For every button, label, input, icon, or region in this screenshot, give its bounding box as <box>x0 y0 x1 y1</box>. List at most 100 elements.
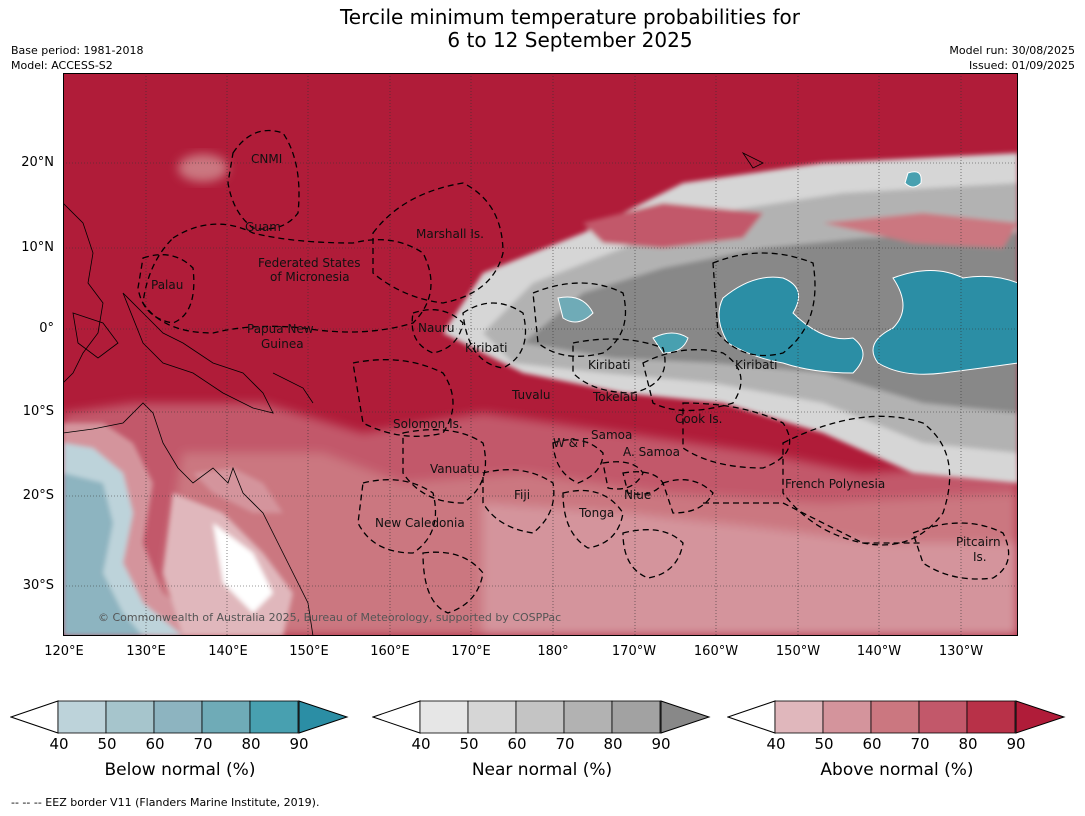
eez-borders <box>137 129 1010 614</box>
colorbar-near-label: Near normal (%) <box>471 760 613 780</box>
map-svg: CNMI Guam Marshall Is. Federated States … <box>63 73 1018 636</box>
label-pitcairn-2: Is. <box>973 550 987 564</box>
label-tonga: Tonga <box>578 506 614 520</box>
label-solomon: Solomon Is. <box>393 417 463 431</box>
colorbar-above-label: Above normal (%) <box>820 760 974 780</box>
colorbar-below-label: Below normal (%) <box>104 760 256 780</box>
colorbar-near-svg <box>372 700 711 734</box>
lon-label-120e: 120°E <box>44 644 84 659</box>
forecast-map: CNMI Guam Marshall Is. Federated States … <box>63 73 1018 636</box>
label-kiribati-central: Kiribati <box>588 358 630 372</box>
colorbar-swatch <box>870 700 920 734</box>
issued-date: Issued: 01/09/2025 <box>968 59 1075 72</box>
tick-near-80: 80 <box>603 735 623 753</box>
tick-near-70: 70 <box>555 735 575 753</box>
colorbar-swatch <box>611 700 661 734</box>
lat-label-0: 0° <box>39 321 54 336</box>
map-title: Tercile minimum temperature probabilitie… <box>0 6 1085 52</box>
lon-label-160w: 160°W <box>693 644 739 659</box>
label-nauru: Nauru <box>418 321 454 335</box>
lon-label-130w: 130°W <box>938 644 984 659</box>
label-png-1: Papua New <box>247 322 314 336</box>
tick-near-40: 40 <box>411 735 431 753</box>
label-asamoa: A. Samoa <box>623 445 680 459</box>
label-niue: Niue <box>624 488 651 502</box>
colorbar-swatch <box>966 700 1016 734</box>
meta-left: Base period: 1981-2018 Model: ACCESS-S2 <box>11 43 143 73</box>
label-cnmi: CNMI <box>251 152 282 166</box>
tick-below-40: 40 <box>49 735 69 753</box>
colorbar-below-normal: 40 50 60 70 80 90 Below normal (%) <box>10 700 350 800</box>
label-fsm-1: Federated States <box>258 256 360 270</box>
colorbar-swatch <box>822 700 872 734</box>
colorbar-near-normal: 40 50 60 70 80 90 Near normal (%) <box>372 700 712 800</box>
tick-above-70: 70 <box>910 735 930 753</box>
colorbar-swatch <box>201 700 251 734</box>
tick-near-60: 60 <box>507 735 527 753</box>
title-line-1: Tercile minimum temperature probabilitie… <box>339 5 801 29</box>
base-period: Base period: 1981-2018 <box>11 44 144 57</box>
below-normal-patches <box>557 171 1018 375</box>
tick-below-60: 60 <box>145 735 165 753</box>
colorbar-swatch <box>57 700 107 734</box>
colorbar-swatch <box>153 700 203 734</box>
lon-label-150e: 150°E <box>289 644 329 659</box>
tick-above-60: 60 <box>862 735 882 753</box>
colorbar-below-svg <box>10 700 349 734</box>
below-normal-australia <box>63 423 293 636</box>
tick-below-80: 80 <box>241 735 261 753</box>
tick-near-50: 50 <box>459 735 479 753</box>
lat-label-20n: 20°N <box>21 155 54 170</box>
lon-label-140w: 140°W <box>856 644 902 659</box>
lon-label-170w: 170°W <box>611 644 657 659</box>
model-name: Model: ACCESS-S2 <box>11 59 113 72</box>
lon-label-160e: 160°E <box>370 644 410 659</box>
colorbar-below-extend <box>298 700 349 734</box>
lon-label-140e: 140°E <box>208 644 248 659</box>
region-labels: CNMI Guam Marshall Is. Federated States … <box>98 152 1001 624</box>
land-outlines <box>63 151 764 414</box>
label-cook: Cook Is. <box>675 412 722 426</box>
lon-label-180: 180° <box>537 644 569 659</box>
lat-label-20s: 20°S <box>22 488 54 503</box>
label-png-2: Guinea <box>261 337 304 351</box>
label-wf: W & F <box>553 436 589 450</box>
copyright-notice: © Commonwealth of Australia 2025, Bureau… <box>98 611 561 624</box>
tick-above-40: 40 <box>766 735 786 753</box>
tick-near-90: 90 <box>651 735 671 753</box>
lat-label-10s: 10°S <box>22 404 54 419</box>
colorbar-above-normal: 40 50 60 70 80 90 Above normal (%) <box>727 700 1067 800</box>
model-run: Model run: 30/08/2025 <box>949 44 1075 57</box>
label-marshall: Marshall Is. <box>416 227 484 241</box>
label-fsm-2: of Micronesia <box>270 270 350 284</box>
lat-label-10n: 10°N <box>21 240 54 255</box>
label-new-caledonia: New Caledonia <box>375 516 465 530</box>
lon-label-130e: 130°E <box>126 644 166 659</box>
label-palau: Palau <box>151 278 183 292</box>
tick-below-70: 70 <box>193 735 213 753</box>
colorbar-swatch <box>105 700 155 734</box>
colorbar-swatch <box>918 700 968 734</box>
lon-label-170e: 170°E <box>451 644 491 659</box>
tick-below-90: 90 <box>289 735 309 753</box>
australia-coastline <box>63 402 314 636</box>
label-kiribati-east: Kiribati <box>735 358 777 372</box>
colorbar-swatch <box>419 700 469 734</box>
label-kiribati-west: Kiribati <box>465 341 507 355</box>
eez-footnote: -- -- -- EEZ border V11 (Flanders Marine… <box>11 796 320 809</box>
graticule <box>63 73 1018 636</box>
label-tokelau: Tokelau <box>592 390 638 404</box>
tick-above-90: 90 <box>1006 735 1026 753</box>
label-samoa: Samoa <box>591 428 632 442</box>
tick-below-50: 50 <box>97 735 117 753</box>
colorbar-swatch <box>563 700 613 734</box>
label-french-polynesia: French Polynesia <box>785 477 885 491</box>
tick-above-50: 50 <box>814 735 834 753</box>
colorbar-near-extend <box>660 700 711 734</box>
colorbar-swatch <box>774 700 824 734</box>
colorbar-above-svg <box>727 700 1066 734</box>
colorbar-swatch <box>249 700 299 734</box>
colorbar-swatch <box>467 700 517 734</box>
colorbar-above-extend <box>1015 700 1066 734</box>
lon-label-150w: 150°W <box>775 644 821 659</box>
